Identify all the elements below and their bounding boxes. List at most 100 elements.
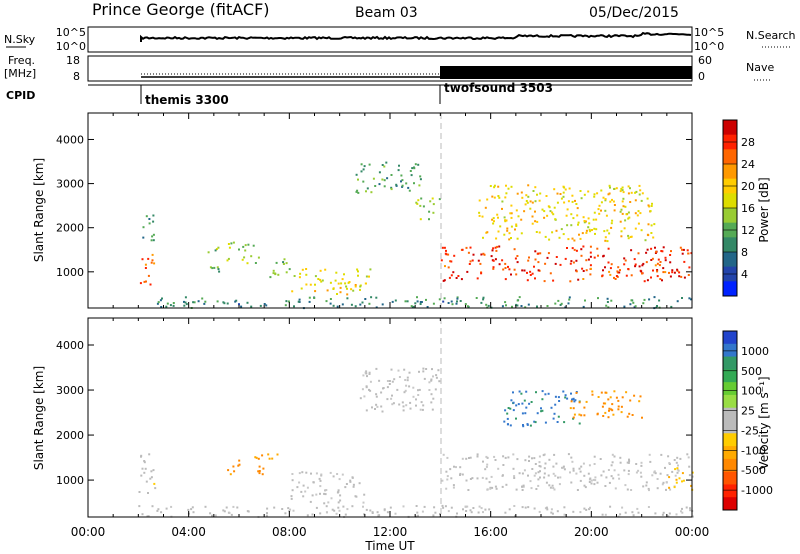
velocity-ylabel: Slant Range [km] [32,366,46,470]
power-ytick-label: 3000 [56,178,84,191]
velocity-echo-region [254,453,279,476]
nsky-tick-min: 10^0 [56,40,86,53]
velocity-cbar-swatch [723,420,737,434]
freq-panel: Freq. [MHz] 18 8 60 0 Nave [4,54,774,83]
velocity-cbar-swatch [723,369,737,383]
velocity-cbar-swatch [723,458,737,473]
cpid-panel: CPID themis 3300 twofsound 3503 [6,81,692,107]
velocity-echo-region [138,504,694,518]
nsearch-tick-max: 10^5 [694,26,724,39]
nave-tick-max: 60 [698,54,712,67]
velocity-echo-region [503,390,581,428]
velocity-cbar-tick-label: 500 [741,365,762,378]
velocity-cbar-swatch [723,356,737,370]
x-tick-label: 20:00 [574,525,609,539]
x-tick-label: 16:00 [473,525,508,539]
nsky-frame [87,26,693,53]
cpid-segment-1: themis 3300 [145,93,229,107]
velocity-cbar-swatch [723,331,737,345]
x-tick-label: 00:00 [675,525,710,539]
velocity-cbar-tick-label: -500 [741,464,766,477]
velocity-echo-region [441,453,694,492]
velocity-panel: 1000 2000 3000 4000 Slant Range [km] 1000 50… [32,317,773,518]
power-cbar-swatch [723,208,737,224]
velocity-echo-region [290,471,366,505]
nsky-panel: N.Sky 10^5 10^0 10^5 10^0 N.Search [4,26,796,53]
power-echo-region [156,296,692,310]
cpid-label: CPID [6,89,35,102]
velocity-echo-region [359,367,441,413]
velocity-frame [87,317,693,518]
velocity-cbar-tick-label: -25 [741,424,759,437]
velocity-echo-layer [138,367,694,518]
velocity-cbar-tick-label: 100 [741,385,762,398]
nave-dense-trace [440,66,692,79]
power-cbar-tick-label: 20 [741,180,755,193]
velocity-ytick-label: 1000 [56,474,84,487]
power-ytick-label: 2000 [56,222,84,235]
power-cbar-swatch [723,120,737,136]
velocity-cbar-swatch [723,407,737,421]
power-echo-region [226,241,260,265]
velocity-colorbar: 1000 500 100 25 -25 -100 -500 -1000 [722,330,773,511]
power-cbar-tick-label: 8 [741,246,748,259]
power-echo-region [355,161,422,194]
x-tick-label: 08:00 [272,525,307,539]
power-ytick-label: 1000 [56,266,84,279]
beam-title: Beam 03 [355,5,418,21]
date-title: 05/Dec/2015 [589,5,679,21]
velocity-cbar-swatch [723,343,737,358]
cpid-segment-2: twofsound 3503 [444,81,553,95]
power-echo-region [478,184,656,243]
velocity-ytick-label: 3000 [56,384,84,397]
power-cbar-label: Power [dB] [757,177,771,242]
x-axis-ticklabels: 00:00 04:00 08:00 12:00 16:00 20:00 00:00 [71,525,710,539]
power-cbar-tick-label: 24 [741,158,755,171]
power-cbar-swatch [723,252,737,268]
velocity-echo-region [138,453,157,494]
velocity-cbar-swatch [723,394,737,409]
velocity-cbar-tick-label: 25 [741,405,755,418]
velocity-echo-region [569,390,643,419]
power-echo-region [207,246,221,273]
velocity-ytick-label: 2000 [56,429,84,442]
power-cbar-swatch [723,149,737,165]
velocity-cbar-frame [722,330,738,511]
power-axis: 1000 2000 3000 4000 [56,113,693,308]
nave-tick-min: 0 [698,70,705,83]
power-cbar-tick-label: 28 [741,136,755,149]
power-echo-region [440,245,693,283]
power-panel: 1000 2000 3000 4000 Slant Range [km] 28 24 20… [32,112,771,310]
freq-tick-max: 18 [66,54,80,67]
velocity-cbar-label: Velocity [m s⁻¹] [757,376,771,469]
velocity-cbar-tick-label: -100 [741,444,766,457]
power-cbar-swatch [723,193,737,209]
power-echo-region [142,214,155,242]
nave-label: Nave [746,61,774,74]
nsearch-label: N.Search [746,29,796,42]
power-echo-region [415,197,441,221]
velocity-cbar-swatch [723,433,737,447]
freq-tick-min: 8 [73,70,80,83]
velocity-echo-region [668,467,694,491]
x-tick-label: 04:00 [171,525,206,539]
freq-label: Freq. [8,54,35,67]
velocity-cbar-swatch [723,484,737,498]
power-echo-region [269,258,291,279]
power-cbar-swatch [723,164,737,180]
velocity-cbar-swatch [723,497,737,511]
velocity-axis: 1000 2000 3000 4000 [56,318,693,517]
velocity-cbar-tick-label: 1000 [741,345,769,358]
nsearch-tick-min: 10^0 [694,40,724,53]
power-cbar-swatch [723,281,737,297]
velocity-cbar-swatch [723,471,737,485]
velocity-ytick-label: 4000 [56,339,84,352]
velocity-cbar-tick-label: -1000 [741,484,773,497]
power-echo-layer [139,161,693,310]
power-echo-region [139,253,156,286]
freq-unit: [MHz] [4,67,36,80]
power-colorbar: 28 24 20 16 12 8 4 [722,119,755,297]
power-cbar-tick-label: 12 [741,224,755,237]
velocity-cbar-swatch [723,382,737,396]
velocity-cbar-swatch [723,446,737,460]
